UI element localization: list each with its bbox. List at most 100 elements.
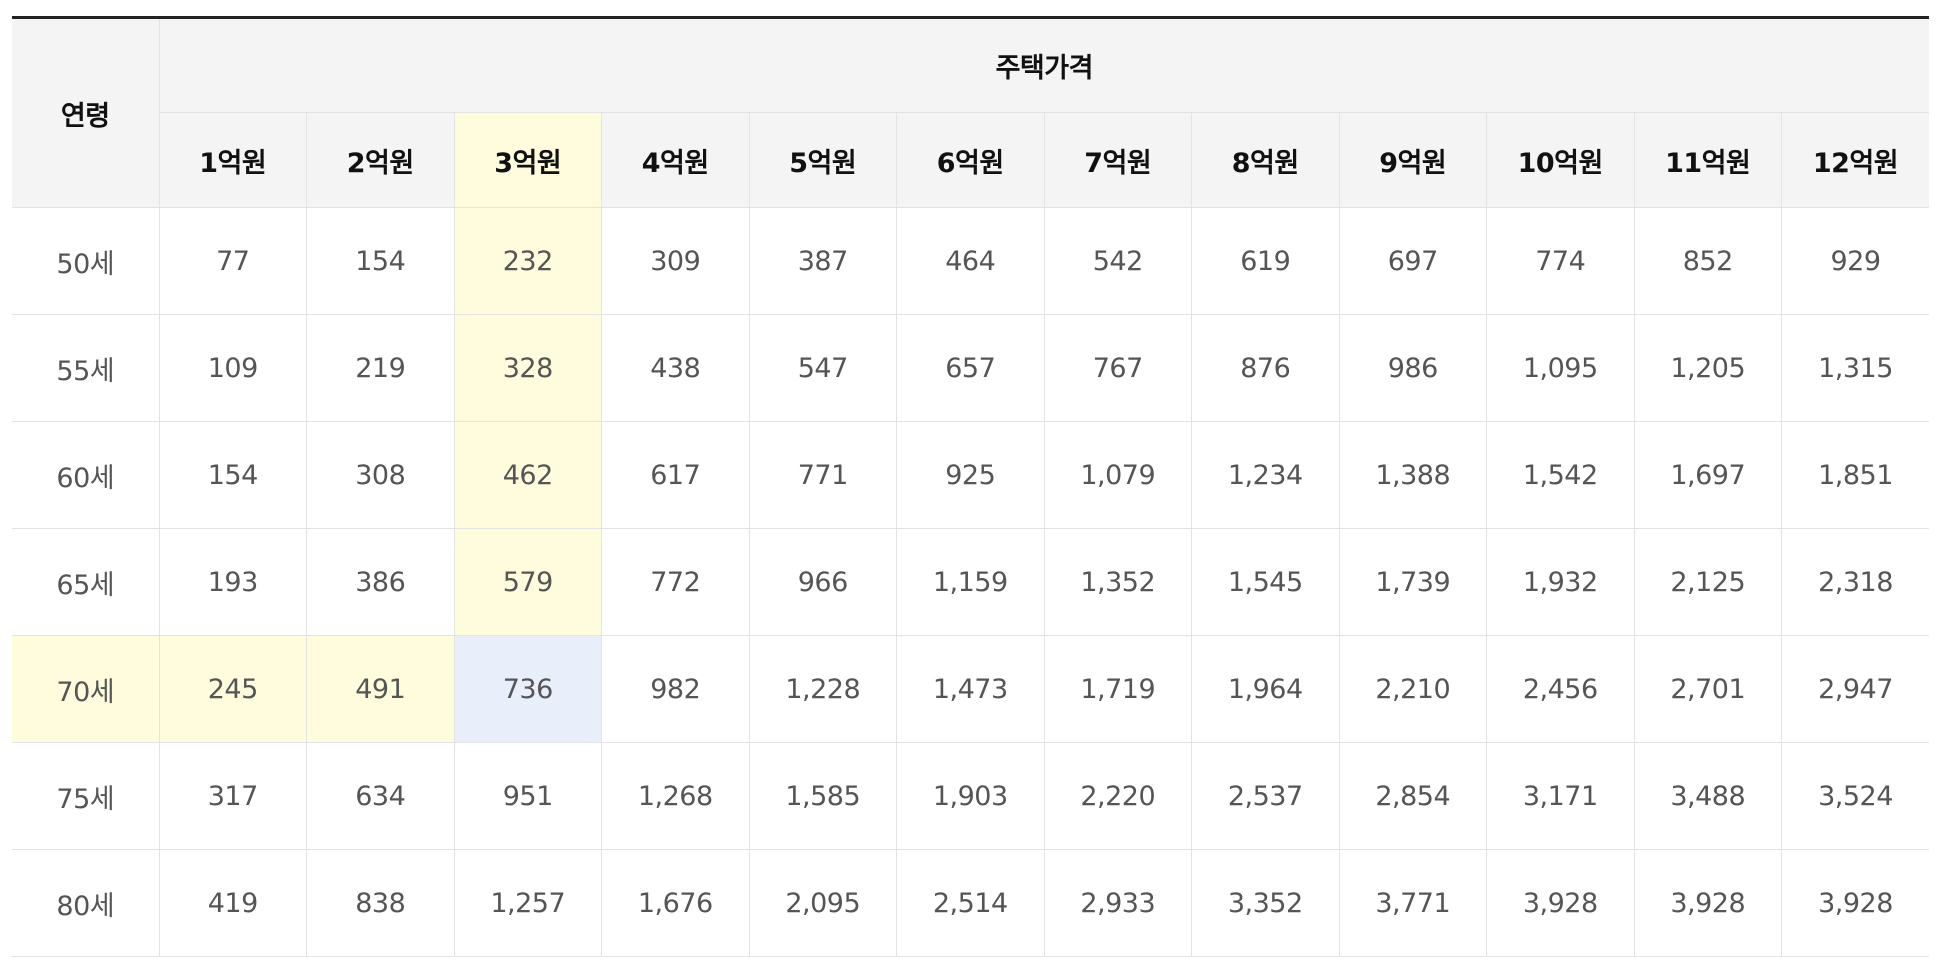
value-cell: 1,268	[601, 742, 750, 850]
value-cell: 1,739	[1338, 528, 1487, 636]
value-cell: 2,933	[1043, 849, 1192, 957]
value-cell: 3,928	[1633, 849, 1782, 957]
value-cell: 2,125	[1633, 528, 1782, 636]
value-cell: 1,932	[1486, 528, 1635, 636]
value-cell: 1,315	[1781, 314, 1929, 422]
pension-table: 연령 주택가격 1억원 2억원 3억원 4억원 5억원 6억원 7억원 8억원 …	[12, 16, 1929, 957]
value-cell: 308	[306, 421, 455, 529]
value-cell: 219	[306, 314, 455, 422]
value-cell: 3,488	[1633, 742, 1782, 850]
value-cell: 982	[601, 635, 750, 743]
value-cell: 1,079	[1043, 421, 1192, 529]
value-cell: 154	[158, 421, 307, 529]
price-column-header: 11억원	[1633, 112, 1782, 208]
value-cell: 2,210	[1338, 635, 1487, 743]
table-row: 65세 193 386 579 772 966 1,159 1,352 1,54…	[12, 528, 1929, 636]
price-column-header: 12억원	[1781, 112, 1929, 208]
value-cell: 2,220	[1043, 742, 1192, 850]
value-cell: 2,854	[1338, 742, 1487, 850]
value-cell: 736	[453, 635, 602, 743]
value-cell: 154	[306, 207, 455, 315]
value-cell: 876	[1191, 314, 1340, 422]
value-cell: 109	[158, 314, 307, 422]
value-cell: 77	[158, 207, 307, 315]
price-column-header: 2억원	[306, 112, 455, 208]
table-row: 50세 77 154 232 309 387 464 542 619 697 7…	[12, 207, 1929, 315]
age-cell: 80세	[12, 849, 160, 957]
value-cell: 3,171	[1486, 742, 1635, 850]
value-cell: 657	[896, 314, 1045, 422]
value-cell: 2,947	[1781, 635, 1929, 743]
price-column-header: 9억원	[1338, 112, 1487, 208]
price-column-header: 1억원	[159, 112, 307, 208]
value-cell: 2,318	[1781, 528, 1929, 636]
age-cell: 75세	[12, 742, 160, 850]
value-cell: 386	[306, 528, 455, 636]
price-column-header: 7억원	[1043, 112, 1192, 208]
value-cell: 462	[453, 421, 602, 529]
price-group-header: 주택가격	[158, 17, 1929, 113]
age-cell: 65세	[12, 528, 160, 636]
value-cell: 951	[453, 742, 602, 850]
value-cell: 774	[1486, 207, 1635, 315]
value-cell: 1,473	[896, 635, 1045, 743]
table-row: 60세 154 308 462 617 771 925 1,079 1,234 …	[12, 421, 1929, 529]
value-cell: 1,228	[748, 635, 897, 743]
value-cell: 2,456	[1486, 635, 1635, 743]
pension-table-container: 연령 주택가격 1억원 2억원 3억원 4억원 5억원 6억원 7억원 8억원 …	[12, 16, 1929, 957]
value-cell: 619	[1191, 207, 1340, 315]
table-row: 70세 245 491 736 982 1,228 1,473 1,719 1,…	[12, 635, 1929, 743]
value-cell: 2,514	[896, 849, 1045, 957]
value-cell: 767	[1043, 314, 1192, 422]
value-cell: 3,524	[1781, 742, 1929, 850]
value-cell: 245	[158, 635, 307, 743]
value-cell: 1,095	[1486, 314, 1635, 422]
value-cell: 1,388	[1338, 421, 1487, 529]
value-cell: 1,697	[1633, 421, 1782, 529]
value-cell: 1,352	[1043, 528, 1192, 636]
value-cell: 925	[896, 421, 1045, 529]
value-cell: 3,928	[1486, 849, 1635, 957]
price-column-header: 4억원	[601, 112, 750, 208]
age-cell: 60세	[12, 421, 160, 529]
table-row: 55세 109 219 328 438 547 657 767 876 986 …	[12, 314, 1929, 422]
table-row: 75세 317 634 951 1,268 1,585 1,903 2,220 …	[12, 742, 1929, 850]
price-column-header: 10억원	[1486, 112, 1635, 208]
value-cell: 838	[306, 849, 455, 957]
value-cell: 1,234	[1191, 421, 1340, 529]
value-cell: 966	[748, 528, 897, 636]
value-cell: 1,719	[1043, 635, 1192, 743]
value-cell: 438	[601, 314, 750, 422]
age-cell: 50세	[12, 207, 160, 315]
value-cell: 3,928	[1781, 849, 1929, 957]
price-column-header: 3억원	[453, 112, 602, 208]
age-header: 연령	[12, 17, 160, 208]
value-cell: 464	[896, 207, 1045, 315]
value-cell: 1,159	[896, 528, 1045, 636]
value-cell: 547	[748, 314, 897, 422]
value-cell: 2,701	[1633, 635, 1782, 743]
value-cell: 1,903	[896, 742, 1045, 850]
value-cell: 1,542	[1486, 421, 1635, 529]
value-cell: 1,851	[1781, 421, 1929, 529]
value-cell: 1,585	[748, 742, 897, 850]
value-cell: 387	[748, 207, 897, 315]
value-cell: 929	[1781, 207, 1929, 315]
value-cell: 328	[453, 314, 602, 422]
value-cell: 232	[453, 207, 602, 315]
value-cell: 1,676	[601, 849, 750, 957]
table-row: 80세 419 838 1,257 1,676 2,095 2,514 2,93…	[12, 849, 1929, 957]
value-cell: 1,257	[453, 849, 602, 957]
value-cell: 579	[453, 528, 602, 636]
value-cell: 3,771	[1338, 849, 1487, 957]
value-cell: 697	[1338, 207, 1487, 315]
value-cell: 419	[158, 849, 307, 957]
price-column-header: 6억원	[896, 112, 1045, 208]
age-cell: 70세	[12, 635, 160, 743]
value-cell: 771	[748, 421, 897, 529]
price-column-header: 5억원	[748, 112, 897, 208]
value-cell: 1,964	[1191, 635, 1340, 743]
value-cell: 309	[601, 207, 750, 315]
value-cell: 772	[601, 528, 750, 636]
value-cell: 3,352	[1191, 849, 1340, 957]
